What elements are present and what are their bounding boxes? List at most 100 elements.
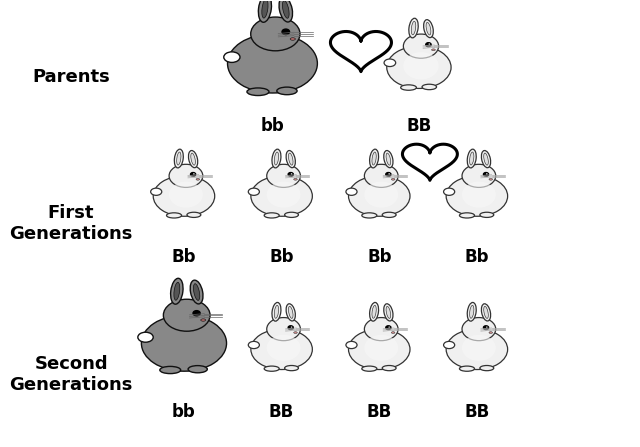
Ellipse shape	[382, 366, 396, 371]
Ellipse shape	[362, 213, 377, 218]
Ellipse shape	[446, 176, 508, 216]
Circle shape	[193, 311, 200, 316]
Circle shape	[288, 173, 293, 176]
Ellipse shape	[462, 317, 496, 341]
Ellipse shape	[248, 342, 259, 349]
Ellipse shape	[262, 0, 268, 18]
Ellipse shape	[431, 49, 435, 51]
Ellipse shape	[462, 164, 496, 187]
Ellipse shape	[294, 332, 298, 333]
Ellipse shape	[346, 342, 357, 349]
Ellipse shape	[174, 283, 180, 300]
Circle shape	[193, 173, 195, 174]
Ellipse shape	[462, 335, 496, 361]
Ellipse shape	[290, 38, 295, 40]
Ellipse shape	[187, 212, 201, 217]
Ellipse shape	[382, 212, 396, 217]
Ellipse shape	[362, 366, 377, 371]
Ellipse shape	[444, 188, 454, 195]
Ellipse shape	[251, 17, 300, 51]
Ellipse shape	[201, 319, 205, 321]
Ellipse shape	[286, 151, 296, 168]
Ellipse shape	[267, 317, 300, 341]
Text: BB: BB	[406, 117, 431, 135]
Ellipse shape	[188, 366, 207, 373]
Circle shape	[486, 326, 488, 328]
Text: Bb: Bb	[269, 248, 294, 266]
Ellipse shape	[166, 213, 182, 218]
Circle shape	[386, 173, 391, 176]
Ellipse shape	[150, 188, 162, 195]
Ellipse shape	[467, 303, 476, 321]
Ellipse shape	[401, 85, 417, 90]
Text: BB: BB	[269, 403, 294, 421]
Ellipse shape	[364, 335, 398, 361]
Ellipse shape	[279, 0, 292, 22]
Circle shape	[426, 43, 431, 46]
Ellipse shape	[174, 149, 183, 168]
Ellipse shape	[384, 151, 393, 168]
Ellipse shape	[481, 151, 491, 168]
Ellipse shape	[481, 304, 491, 321]
Circle shape	[282, 29, 289, 34]
Ellipse shape	[403, 34, 438, 58]
Ellipse shape	[251, 329, 312, 370]
Ellipse shape	[171, 278, 183, 304]
Text: Bb: Bb	[172, 248, 196, 266]
Ellipse shape	[462, 181, 496, 207]
Ellipse shape	[251, 176, 312, 216]
Ellipse shape	[264, 213, 279, 218]
Text: First
Generations: First Generations	[10, 204, 132, 243]
Ellipse shape	[289, 153, 293, 165]
Ellipse shape	[141, 315, 227, 371]
Ellipse shape	[489, 332, 493, 333]
Ellipse shape	[460, 213, 474, 218]
Ellipse shape	[391, 178, 395, 180]
Ellipse shape	[480, 212, 493, 217]
Text: Parents: Parents	[32, 68, 110, 86]
Ellipse shape	[412, 21, 416, 35]
Ellipse shape	[372, 152, 376, 165]
Ellipse shape	[349, 329, 410, 370]
Text: Bb: Bb	[465, 248, 489, 266]
Circle shape	[428, 43, 430, 45]
Ellipse shape	[247, 88, 269, 96]
Ellipse shape	[160, 367, 180, 374]
Ellipse shape	[364, 317, 398, 341]
Ellipse shape	[282, 1, 289, 18]
Ellipse shape	[267, 181, 300, 207]
Ellipse shape	[426, 22, 431, 35]
Ellipse shape	[188, 151, 198, 168]
Circle shape	[291, 326, 292, 328]
Ellipse shape	[228, 34, 317, 93]
Ellipse shape	[387, 46, 451, 89]
Text: BB: BB	[367, 403, 392, 421]
Ellipse shape	[169, 181, 203, 207]
Circle shape	[388, 173, 390, 174]
Ellipse shape	[275, 152, 278, 165]
Ellipse shape	[272, 149, 281, 168]
Ellipse shape	[422, 84, 436, 90]
Text: bb: bb	[172, 403, 196, 421]
Ellipse shape	[403, 52, 438, 80]
Ellipse shape	[294, 178, 298, 180]
Text: Second
Generations: Second Generations	[10, 355, 132, 394]
Ellipse shape	[384, 59, 396, 67]
Ellipse shape	[370, 303, 379, 321]
Ellipse shape	[191, 153, 195, 165]
Ellipse shape	[386, 306, 390, 318]
Ellipse shape	[163, 299, 210, 331]
Ellipse shape	[391, 332, 395, 333]
Ellipse shape	[467, 149, 476, 168]
Ellipse shape	[349, 176, 410, 216]
Ellipse shape	[484, 153, 488, 165]
Ellipse shape	[275, 305, 278, 318]
Ellipse shape	[267, 164, 300, 187]
Ellipse shape	[153, 176, 214, 216]
Text: BB: BB	[464, 403, 490, 421]
Ellipse shape	[190, 280, 203, 304]
Ellipse shape	[267, 335, 300, 361]
Ellipse shape	[259, 0, 271, 22]
Ellipse shape	[272, 303, 281, 321]
Ellipse shape	[285, 366, 298, 371]
